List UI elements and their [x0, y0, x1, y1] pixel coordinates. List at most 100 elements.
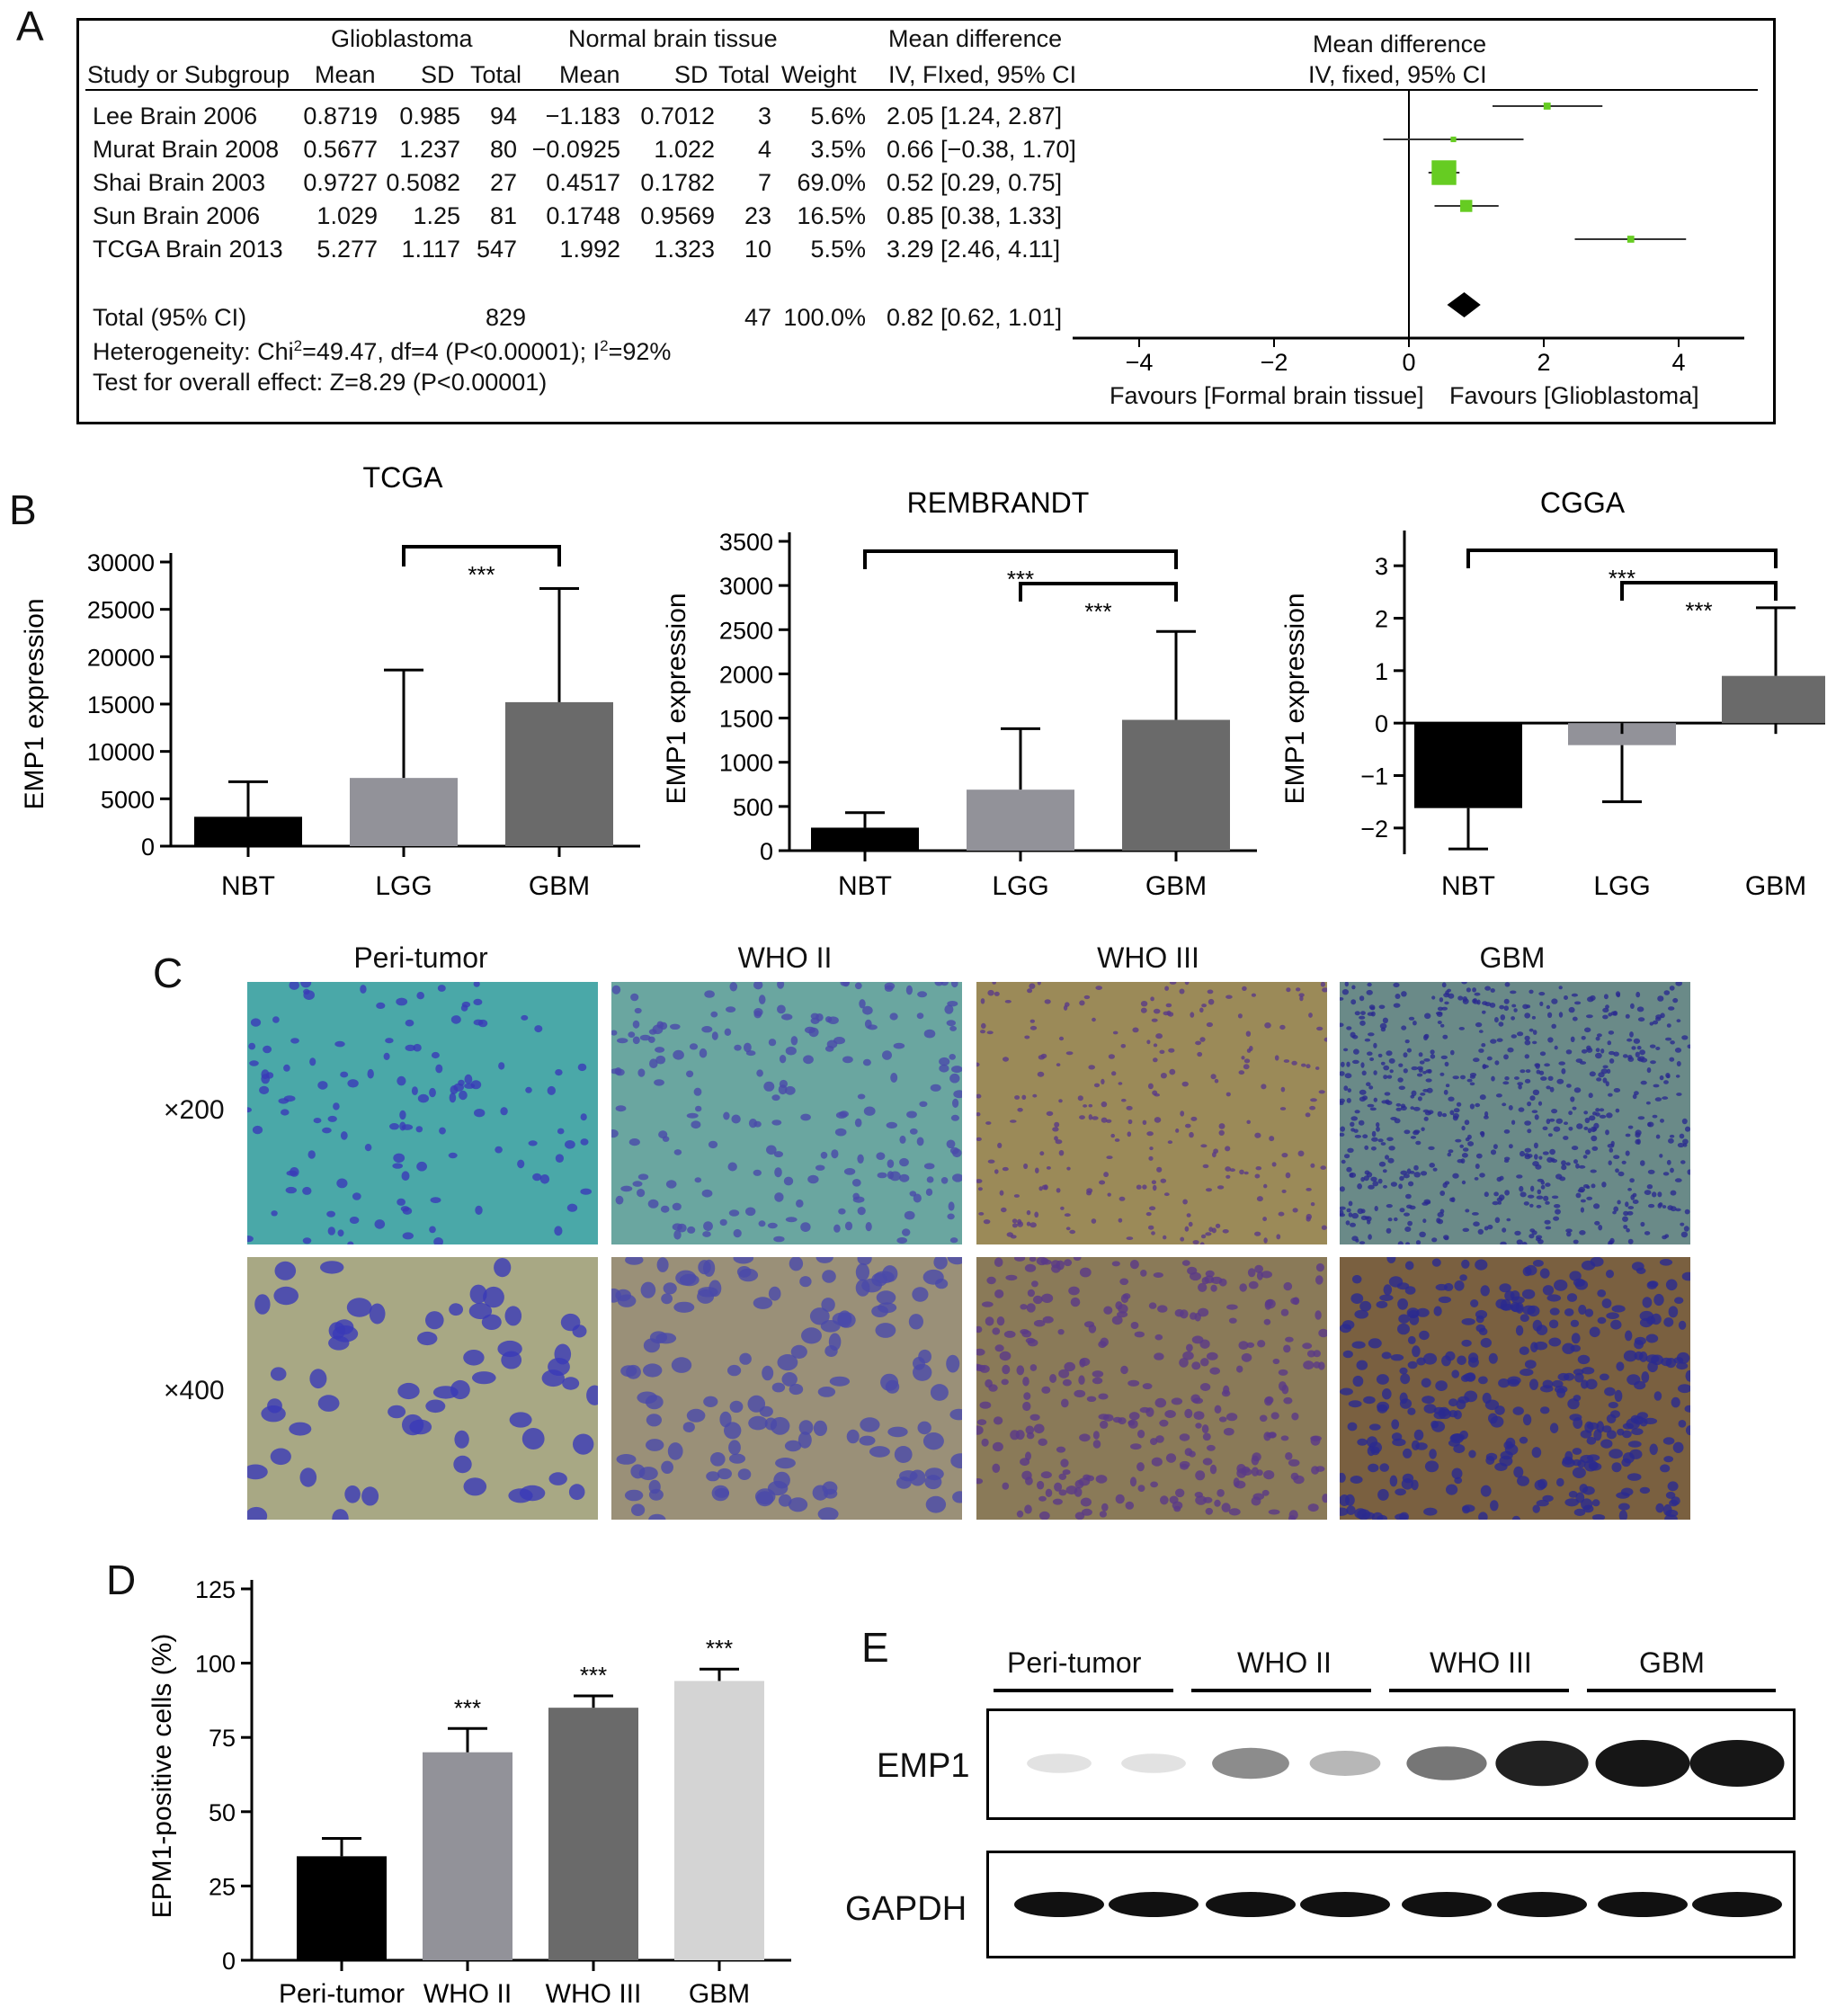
chart-significance: *** — [468, 561, 495, 588]
forest-row-weight: 5.5% — [810, 236, 866, 263]
ihc-image-gbm-400x — [1340, 1257, 1690, 1520]
blot-label-gapdh: GAPDH — [845, 1890, 967, 1928]
blot-band-gapdh — [1402, 1892, 1492, 1917]
chart-y-tick-label: 100 — [195, 1651, 236, 1678]
forest-row-mean1: 5.277 — [316, 236, 378, 263]
blot-band-emp1 — [1495, 1740, 1589, 1787]
blot-band-emp1 — [1595, 1740, 1690, 1787]
forest-x-tick-label: 2 — [1537, 349, 1550, 376]
forest-row-total1: 547 — [476, 236, 517, 263]
forest-row-weight: 16.5% — [797, 202, 866, 229]
chart-significance: *** — [580, 1662, 607, 1689]
forest-row-total2: 10 — [744, 236, 771, 263]
forest-row-mean1: 1.029 — [316, 202, 378, 229]
forest-row-mean1: 0.8719 — [303, 103, 378, 129]
chart-bar — [548, 1708, 638, 1960]
chart-title: CGGA — [1540, 486, 1626, 519]
forest-col-study: Study or Subgroup — [87, 61, 290, 88]
chart-category-label: NBT — [1441, 871, 1495, 901]
chart-y-tick-label: 0 — [1375, 710, 1388, 737]
blot-group-line — [994, 1689, 1173, 1692]
chart-y-tick-label: 500 — [733, 794, 773, 821]
blot-band-emp1 — [1212, 1747, 1289, 1780]
ihc-image-who-iii-400x — [976, 1257, 1327, 1520]
chart-bar — [1414, 723, 1522, 808]
chart-y-tick-label: 2000 — [719, 661, 773, 688]
chart-y-tick-label: 15000 — [87, 691, 155, 718]
forest-study-square — [1460, 200, 1473, 212]
ihc-image-who-ii-200x — [611, 982, 962, 1244]
chart-y-tick-label: 0 — [760, 838, 773, 865]
ihc-image-peri-tumor-200x — [247, 982, 598, 1244]
forest-row-total2: 7 — [757, 169, 771, 196]
chart-significance: *** — [1084, 598, 1111, 625]
forest-col-ci: IV, FIxed, 95% CI — [888, 61, 1077, 88]
forest-plot-frame — [76, 18, 1776, 424]
chart-category-label: GBM — [529, 871, 590, 901]
panel-label-b: B — [9, 486, 37, 533]
chart-significance-bracket — [402, 545, 561, 566]
blot-band-emp1 — [1309, 1751, 1381, 1776]
blot-band-emp1 — [1121, 1753, 1186, 1773]
forest-plot-graphic: −4 −2 0 2 4 — [1073, 90, 1744, 376]
blot-band-gapdh — [1692, 1892, 1782, 1917]
chart-bar — [505, 701, 613, 846]
chart-y-tick-label: 50 — [209, 1799, 236, 1826]
forest-row-study: Shai Brain 2003 — [93, 169, 266, 196]
forest-total-2: 47 — [744, 304, 771, 331]
chart-y-label: EPM1-positive cells (%) — [147, 1634, 177, 1919]
chart-y-tick-label: 5000 — [101, 786, 155, 813]
chart-category-label: Peri-tumor — [279, 1979, 405, 2009]
forest-row-ci: 0.52 [0.29, 0.75] — [887, 169, 1063, 196]
chart-title: TCGA — [363, 463, 444, 494]
forest-row-ci: 3.29 [2.46, 4.11] — [887, 236, 1061, 263]
blot-group-line — [1389, 1689, 1569, 1692]
forest-group-glioblastoma: Glioblastoma — [331, 25, 473, 52]
blot-band-emp1 — [1406, 1746, 1487, 1780]
forest-row-study: Sun Brain 2006 — [93, 202, 261, 229]
chart-bar — [423, 1752, 512, 1960]
forest-row-weight: 3.5% — [810, 136, 866, 163]
blot-band-emp1 — [1027, 1753, 1092, 1773]
chart-bar — [350, 778, 458, 846]
forest-row-mean2: 0.1748 — [546, 202, 620, 229]
forest-x-tick-label: −2 — [1261, 349, 1288, 376]
chart-y-tick-label: 1000 — [719, 750, 773, 777]
forest-group-normal: Normal brain tissue — [568, 25, 778, 52]
forest-row-weight: 69.0% — [797, 169, 866, 196]
forest-total-weight: 100.0% — [783, 304, 866, 331]
chart-y-tick-label: −2 — [1360, 816, 1388, 843]
chart-significance-bracket — [1019, 582, 1178, 602]
chart-y-tick-label: 0 — [222, 1948, 236, 1975]
chart-y-tick-label: 1 — [1375, 658, 1388, 685]
chart-significance-bracket — [1620, 581, 1778, 601]
chart-category-label: NBT — [838, 871, 892, 901]
forest-row-ci: 2.05 [1.24, 2.87] — [887, 103, 1063, 129]
forest-row-mean1: 0.9727 — [303, 169, 378, 196]
forest-col-mean2: Mean — [559, 61, 620, 88]
chart-significance: *** — [454, 1694, 481, 1721]
forest-row-sd2: 1.022 — [654, 136, 715, 163]
forest-row-sd2: 0.9569 — [640, 202, 715, 229]
bar-chart-rembrandt: REMBRANDT EMP1 expression 0 500 1000 1500 2000… — [662, 486, 1257, 901]
forest-col-ci2: IV, fixed, 95% CI — [1308, 61, 1487, 88]
forest-row-study: Murat Brain 2008 — [93, 136, 280, 163]
ihc-col-gbm: GBM — [1479, 941, 1546, 974]
chart-category-label: GBM — [689, 1979, 750, 2009]
forest-row-sd1: 1.117 — [401, 236, 460, 263]
chart-category-label: LGG — [1593, 871, 1650, 901]
forest-row-mean2: 1.992 — [559, 236, 620, 263]
chart-bar — [1722, 675, 1825, 724]
panel-label-e: E — [861, 1624, 889, 1671]
forest-row-study: TCGA Brain 2013 — [93, 236, 283, 263]
forest-col-mean1: Mean — [315, 61, 376, 88]
blot-band-gapdh — [1598, 1892, 1688, 1917]
forest-row-total1: 81 — [489, 202, 517, 229]
chart-significance: *** — [706, 1635, 733, 1662]
chart-significance-bracket — [1466, 549, 1778, 568]
chart-bar — [674, 1681, 764, 1960]
forest-row-total1: 27 — [489, 169, 517, 196]
forest-row-sd1: 0.5082 — [386, 169, 460, 196]
forest-study-square — [1543, 103, 1551, 110]
